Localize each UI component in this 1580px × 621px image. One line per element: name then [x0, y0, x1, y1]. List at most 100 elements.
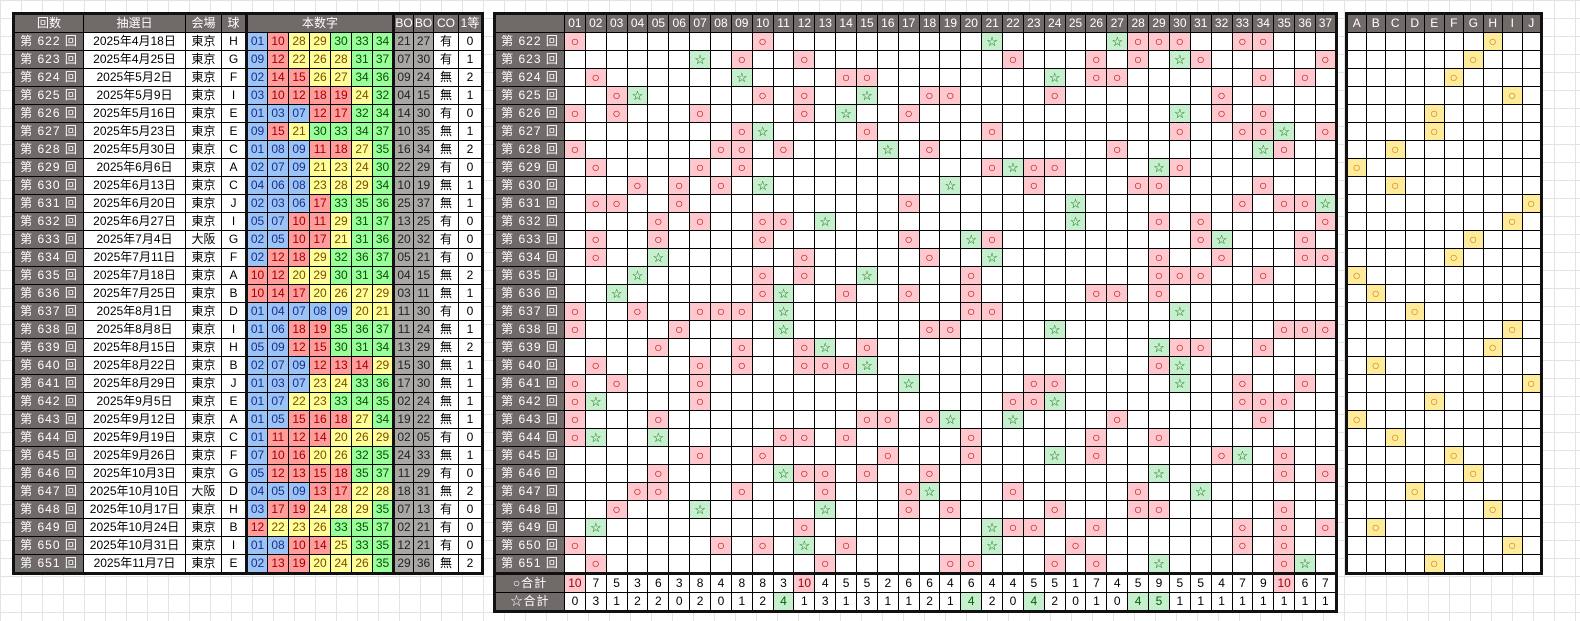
empty-cell [1463, 68, 1484, 87]
empty-cell [710, 266, 732, 285]
ball-set: I [221, 212, 247, 231]
round-label: 第 622 回 [13, 32, 84, 51]
draw-date: 2025年10月3日 [83, 464, 186, 483]
empty-cell [1210, 428, 1233, 447]
empty-cell [772, 446, 795, 465]
empty-cell [1273, 50, 1296, 69]
empty-cell [626, 248, 649, 267]
empty-cell [584, 302, 607, 321]
empty-cell [897, 536, 920, 555]
ball-circle-icon: ○ [1463, 464, 1484, 483]
main-number: 34 [372, 338, 394, 357]
empty-cell [1168, 554, 1191, 574]
empty-cell [751, 410, 774, 429]
empty-cell [960, 338, 983, 357]
hit-circle-icon: ○ [1168, 158, 1191, 177]
empty-cell [1385, 248, 1406, 267]
empty-cell [564, 464, 586, 483]
empty-cell [1294, 104, 1316, 123]
hit-circle-icon: ○ [564, 32, 586, 51]
header-round: 回数 [13, 13, 84, 33]
bonus-star-icon: ☆ [981, 518, 1004, 537]
hit-circle-icon: ○ [835, 284, 858, 303]
empty-cell [1314, 266, 1337, 285]
header-carryover: CO [433, 13, 459, 33]
number-header-29: 29 [1148, 13, 1170, 33]
draw-date: 2025年5月30日 [83, 140, 186, 159]
main-number: 01 [245, 428, 268, 447]
empty-cell [1022, 428, 1045, 447]
empty-cell [1210, 320, 1233, 339]
empty-cell [626, 122, 649, 141]
number-header-18: 18 [918, 13, 941, 33]
hit-circle-icon: ○ [960, 428, 983, 447]
main-number: 17 [330, 482, 352, 501]
empty-cell [939, 32, 962, 51]
main-number: 03 [267, 374, 289, 393]
empty-cell [1385, 446, 1406, 465]
empty-cell [1294, 140, 1316, 159]
bonus-star-icon: ☆ [835, 104, 858, 123]
empty-cell [960, 536, 983, 555]
bonus-star-icon: ☆ [772, 302, 795, 321]
hit-circle-icon: ○ [835, 356, 858, 375]
main-number: 20 [309, 554, 331, 574]
empty-cell [876, 248, 899, 267]
round-label: 第 650 回 [494, 536, 565, 555]
empty-cell [1002, 428, 1024, 447]
empty-cell [772, 410, 795, 429]
empty-cell [814, 104, 837, 123]
empty-cell [689, 86, 712, 105]
empty-cell [918, 536, 941, 555]
bonus-number: 07 [392, 500, 414, 519]
first-prize-count: 2 [458, 266, 483, 285]
empty-cell [1189, 248, 1212, 267]
main-number: 07 [288, 374, 310, 393]
empty-cell [960, 158, 983, 177]
empty-cell [564, 266, 586, 285]
empty-cell [856, 320, 878, 339]
empty-cell [1085, 230, 1108, 249]
main-number: 34 [372, 104, 394, 123]
empty-cell [1189, 374, 1212, 393]
main-number: 27 [351, 284, 373, 303]
empty-cell [897, 554, 920, 574]
empty-cell [1043, 230, 1066, 249]
ball-header-D: D [1404, 13, 1425, 33]
empty-cell [1106, 230, 1129, 249]
empty-cell [772, 338, 795, 357]
bonus-star-icon: ☆ [584, 428, 607, 447]
hit-circle-icon: ○ [981, 302, 1004, 321]
empty-cell [793, 284, 816, 303]
hit-circle-icon: ○ [1210, 104, 1233, 123]
circle-total: 5 [1127, 572, 1150, 593]
empty-cell [1346, 104, 1367, 123]
hit-circle-icon: ○ [856, 338, 878, 357]
empty-cell [1294, 122, 1316, 141]
empty-cell [730, 86, 753, 105]
empty-cell [668, 140, 691, 159]
bonus-number: 16 [392, 140, 414, 159]
ball-set: E [221, 554, 247, 574]
empty-cell [1231, 284, 1254, 303]
draw-date: 2025年8月8日 [83, 320, 186, 339]
empty-cell [1502, 140, 1523, 159]
empty-cell [605, 446, 628, 465]
empty-cell [1189, 86, 1212, 105]
bonus-number: 30 [413, 356, 434, 375]
number-header-02: 02 [584, 13, 607, 33]
main-number: 10 [267, 32, 289, 51]
bonus-number: 30 [413, 104, 434, 123]
hit-circle-icon: ○ [960, 266, 983, 285]
hit-circle-icon: ○ [939, 554, 962, 574]
empty-cell [1482, 158, 1503, 177]
empty-cell [1424, 518, 1445, 537]
empty-cell [1346, 86, 1367, 105]
empty-cell [1127, 140, 1150, 159]
ball-header-C: C [1385, 13, 1406, 33]
round-label: 第 646 回 [13, 464, 84, 483]
bonus-star-icon: ☆ [856, 86, 878, 105]
empty-cell [1443, 338, 1464, 357]
empty-cell [626, 446, 649, 465]
round-label: 第 639 回 [13, 338, 84, 357]
